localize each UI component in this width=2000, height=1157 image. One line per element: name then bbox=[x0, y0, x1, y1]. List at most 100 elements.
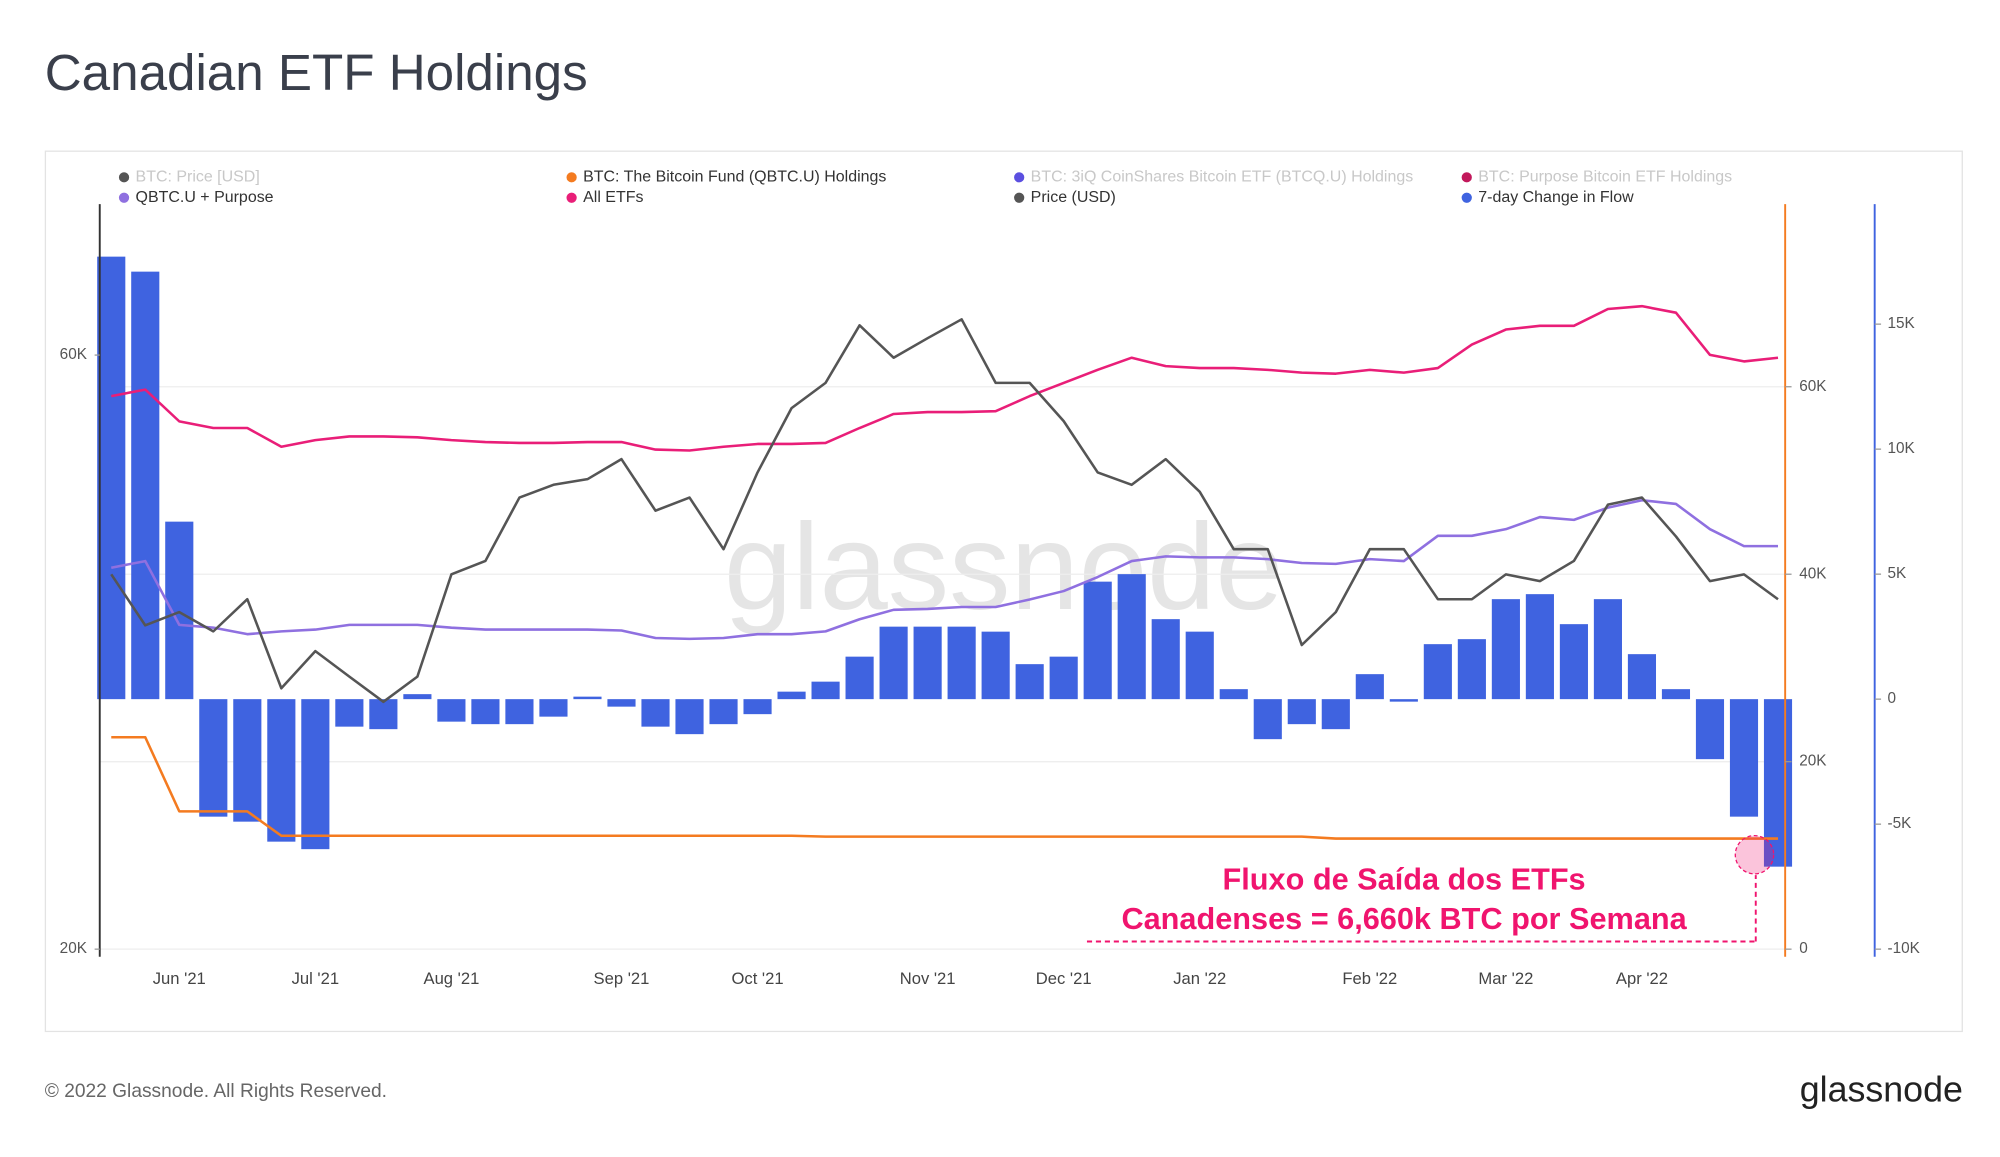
bar bbox=[1525, 594, 1554, 700]
tick-label: 0 bbox=[1887, 690, 1896, 707]
tick-label: 10K bbox=[1887, 440, 1915, 457]
bar bbox=[505, 699, 534, 725]
x-tick-label: Feb '22 bbox=[1342, 969, 1397, 988]
annotation-highlight bbox=[1734, 834, 1775, 875]
bar bbox=[1593, 599, 1622, 700]
tick-label: 40K bbox=[1799, 565, 1827, 582]
bar bbox=[1389, 699, 1418, 702]
tick-label: 20K bbox=[60, 940, 88, 957]
legend-label: BTC: The Bitcoin Fund (QBTC.U) Holdings bbox=[583, 169, 886, 186]
bar bbox=[437, 699, 466, 722]
tick-label: -5K bbox=[1887, 815, 1912, 832]
bar bbox=[1321, 699, 1350, 730]
legend-marker bbox=[1461, 192, 1472, 203]
bar bbox=[1491, 599, 1520, 700]
bar bbox=[1015, 664, 1044, 700]
annotation-line: Fluxo de Saída dos ETFs bbox=[1223, 863, 1586, 897]
bar bbox=[471, 699, 500, 725]
legend-marker bbox=[118, 172, 130, 183]
tick-label: 20K bbox=[1799, 753, 1827, 770]
x-tick-label: Jun '21 bbox=[153, 969, 206, 988]
line bbox=[111, 498, 1779, 641]
bar bbox=[1151, 619, 1180, 700]
bar bbox=[233, 699, 262, 822]
bar bbox=[165, 521, 194, 700]
bar bbox=[675, 699, 704, 735]
legend-label: Price (USD) bbox=[1031, 189, 1116, 206]
bar bbox=[403, 694, 432, 700]
legend-marker bbox=[566, 172, 577, 183]
bar bbox=[1355, 674, 1384, 700]
bar bbox=[607, 699, 636, 707]
bar bbox=[845, 656, 874, 700]
bar bbox=[913, 626, 942, 700]
legend-label: 7-day Change in Flow bbox=[1478, 189, 1634, 206]
legend-marker bbox=[566, 192, 577, 203]
legend-label: QBTC.U + Purpose bbox=[136, 189, 274, 206]
line bbox=[111, 304, 1779, 452]
legend-marker bbox=[1014, 192, 1025, 203]
bar bbox=[573, 696, 602, 700]
bar bbox=[1661, 689, 1691, 700]
x-tick-label: Mar '22 bbox=[1478, 969, 1533, 988]
bar bbox=[267, 699, 296, 842]
chart-frame bbox=[44, 150, 1963, 1033]
bar bbox=[1219, 689, 1248, 700]
bar bbox=[709, 699, 738, 725]
x-tick-label: Aug '21 bbox=[423, 969, 479, 988]
logo: glassnode bbox=[1800, 1070, 1963, 1110]
bar bbox=[1695, 699, 1725, 760]
bar bbox=[879, 626, 908, 700]
tick-label: 60K bbox=[60, 346, 88, 363]
bar bbox=[97, 256, 126, 700]
bar bbox=[1287, 699, 1316, 725]
x-tick-label: Dec '21 bbox=[1036, 969, 1092, 988]
bar bbox=[981, 631, 1010, 700]
bar bbox=[301, 699, 330, 850]
plot-area bbox=[97, 256, 1793, 950]
bar bbox=[947, 626, 976, 700]
watermark: glassnode bbox=[724, 498, 1284, 635]
x-tick-label: Apr '22 bbox=[1616, 969, 1668, 988]
bar bbox=[1049, 656, 1078, 700]
bar bbox=[641, 699, 670, 727]
x-tick-label: Nov '21 bbox=[900, 969, 956, 988]
legend-marker bbox=[1461, 172, 1472, 183]
bar bbox=[777, 691, 806, 700]
bar bbox=[199, 699, 228, 817]
bar bbox=[1559, 624, 1588, 700]
tick-label: 15K bbox=[1887, 315, 1915, 332]
legend-label: BTC: Purpose Bitcoin ETF Holdings bbox=[1478, 169, 1732, 186]
x-tick-label: Jul '21 bbox=[292, 969, 340, 988]
x-tick-label: Jan '22 bbox=[1173, 969, 1226, 988]
bar bbox=[131, 271, 160, 700]
legend-label: BTC: Price [USD] bbox=[136, 169, 260, 186]
chart-title: Canadian ETF Holdings bbox=[45, 44, 588, 101]
bar bbox=[743, 699, 772, 715]
bar bbox=[811, 681, 840, 700]
line bbox=[111, 735, 1779, 840]
legend-marker bbox=[118, 192, 130, 203]
annotation-line: Canadenses = 6,660k BTC por Semana bbox=[1121, 902, 1687, 936]
legend-marker bbox=[1014, 172, 1025, 183]
legend-label: BTC: 3iQ CoinShares Bitcoin ETF (BTCQ.U)… bbox=[1031, 169, 1414, 186]
tick-label: -10K bbox=[1887, 940, 1920, 957]
bar bbox=[1083, 581, 1112, 700]
bar bbox=[1457, 639, 1486, 700]
bar bbox=[539, 699, 568, 717]
bar bbox=[335, 699, 364, 727]
bar bbox=[1117, 574, 1146, 700]
x-tick-label: Sep '21 bbox=[594, 969, 650, 988]
bar bbox=[1253, 699, 1282, 740]
legend-label: All ETFs bbox=[583, 189, 643, 206]
tick-label: 5K bbox=[1887, 565, 1907, 582]
bar bbox=[1729, 699, 1759, 817]
footer: © 2022 Glassnode. All Rights Reserved. bbox=[45, 1081, 387, 1102]
bar bbox=[369, 699, 398, 730]
tick-label: 0 bbox=[1799, 940, 1808, 957]
tick-label: 60K bbox=[1799, 378, 1827, 395]
bar bbox=[1423, 644, 1452, 700]
